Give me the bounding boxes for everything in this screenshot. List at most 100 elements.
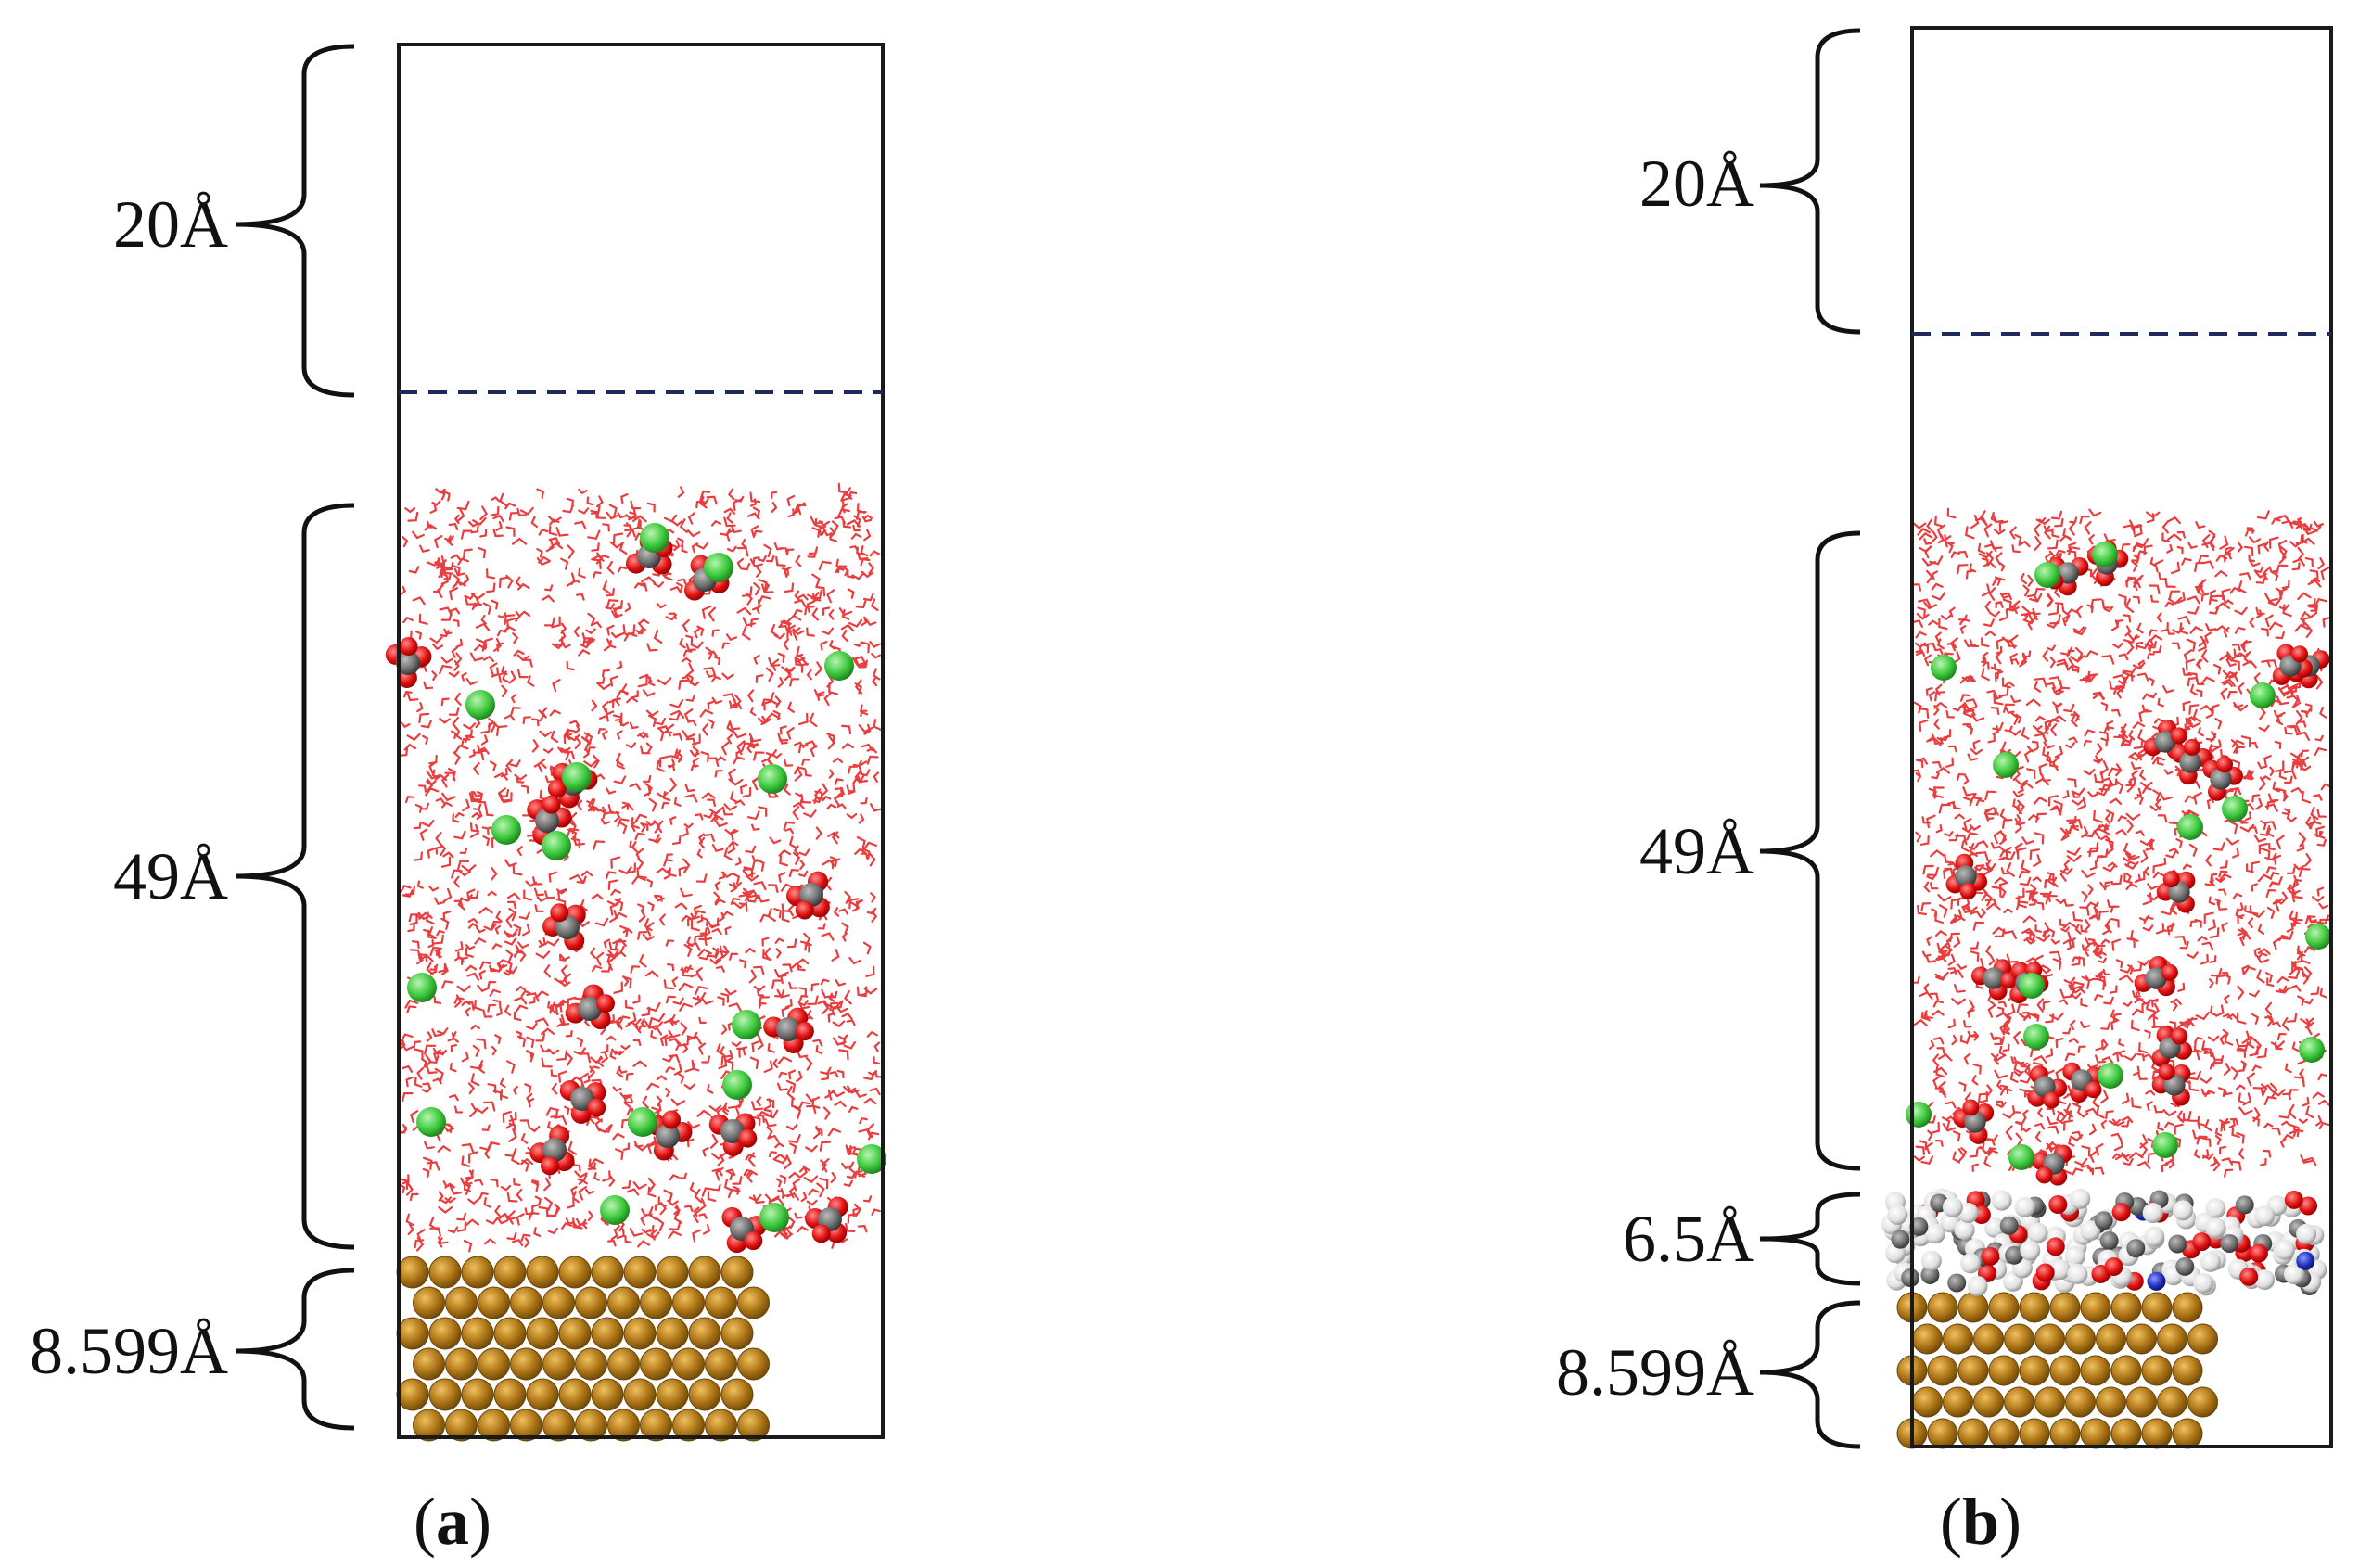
brace-vacuum bbox=[235, 44, 355, 398]
copper-atom bbox=[705, 1286, 737, 1319]
copper-atom bbox=[478, 1409, 510, 1442]
oxygen-atom bbox=[2171, 1027, 2188, 1045]
chloride-ion bbox=[1993, 752, 2019, 778]
hydrogen-atom bbox=[2142, 1203, 2163, 1224]
copper-atom bbox=[672, 1409, 705, 1442]
chloride-ion bbox=[824, 651, 854, 681]
carbon-atom bbox=[535, 809, 559, 833]
copper-atom bbox=[623, 1378, 657, 1411]
oxygen-atom bbox=[2048, 1194, 2068, 1214]
copper-atom bbox=[2080, 1292, 2111, 1323]
copper-atom bbox=[2080, 1355, 2111, 1386]
copper-atom bbox=[1988, 1355, 2020, 1386]
copper-atom bbox=[2096, 1386, 2126, 1418]
copper-atom bbox=[2049, 1292, 2081, 1323]
chloride-ion bbox=[2305, 924, 2331, 950]
label-substrate-thickness: 8.599Å bbox=[30, 1314, 228, 1388]
water-layer bbox=[1910, 507, 2332, 1179]
label-vacuum-thickness: 20Å bbox=[1639, 147, 1754, 221]
hydrogen-atom bbox=[2172, 1200, 2193, 1221]
hydrogen-atom bbox=[2275, 1239, 2296, 1260]
solute-molecules bbox=[1906, 540, 2331, 1186]
copper-atom bbox=[510, 1409, 542, 1442]
carbon-atom bbox=[656, 1124, 680, 1148]
hydrogen-atom bbox=[2205, 1198, 2226, 1219]
carbon-atom bbox=[2168, 1234, 2187, 1254]
hydrogen-atom bbox=[2254, 1269, 2276, 1291]
brace-substrate bbox=[1759, 1300, 1861, 1449]
copper-atom bbox=[737, 1409, 770, 1442]
chloride-ion bbox=[1906, 1102, 1932, 1128]
hydrogen-atom bbox=[2200, 1251, 2221, 1272]
copper-atom bbox=[2065, 1386, 2096, 1418]
copper-atom bbox=[688, 1378, 721, 1411]
oxygen-atom bbox=[738, 1128, 758, 1148]
carbon-atom bbox=[1891, 1230, 1910, 1249]
oxygen-atom bbox=[2183, 738, 2200, 756]
chloride-ion bbox=[2098, 1063, 2123, 1089]
water-molecules bbox=[1910, 507, 2332, 1179]
copper-atom bbox=[478, 1347, 510, 1381]
water-molecules bbox=[398, 482, 885, 1253]
hydrogen-atom bbox=[2014, 1196, 2035, 1217]
nitrogen-atom bbox=[2147, 1271, 2166, 1291]
brace-film bbox=[1759, 1192, 1861, 1286]
hydrogen-atom bbox=[2027, 1222, 2048, 1243]
copper-atom bbox=[2126, 1386, 2157, 1418]
copper-atom bbox=[720, 1256, 754, 1289]
copper-atom bbox=[737, 1347, 770, 1381]
copper-atom bbox=[705, 1409, 737, 1442]
brace-solution bbox=[1759, 530, 1861, 1171]
carbon-atom bbox=[799, 883, 823, 907]
carbon-atom bbox=[2145, 967, 2167, 989]
copper-atom bbox=[1957, 1418, 1989, 1449]
carbon-atom bbox=[1955, 865, 1977, 887]
copper-atom bbox=[575, 1347, 607, 1381]
copper-atom bbox=[478, 1286, 510, 1319]
oxygen-atom bbox=[1959, 883, 1977, 900]
oxygen-atom bbox=[2035, 1166, 2053, 1184]
copper-atom bbox=[1912, 1323, 1943, 1355]
carbon-atom bbox=[2005, 1245, 2024, 1265]
copper-atom bbox=[1957, 1292, 1989, 1323]
copper-atom bbox=[396, 1256, 429, 1289]
copper-atom bbox=[607, 1347, 640, 1381]
copper-atom bbox=[493, 1256, 527, 1289]
copper-atom bbox=[1957, 1355, 1989, 1386]
copper-atom bbox=[2187, 1323, 2218, 1355]
chloride-ion bbox=[758, 764, 787, 794]
hydrogen-atom bbox=[1984, 1217, 2006, 1238]
label-vacuum-thickness: 20Å bbox=[113, 187, 228, 261]
oxygen-atom bbox=[2043, 1091, 2060, 1109]
copper-atom bbox=[428, 1256, 462, 1289]
oxygen-atom bbox=[795, 1022, 814, 1041]
copper-atom bbox=[2172, 1292, 2203, 1323]
chloride-ion bbox=[600, 1195, 630, 1225]
hydrogen-atom bbox=[1954, 1219, 1975, 1241]
copper-atom bbox=[656, 1378, 689, 1411]
copper-atom bbox=[526, 1317, 559, 1350]
hydrogen-atom bbox=[2080, 1220, 2101, 1242]
copper-atom bbox=[413, 1286, 445, 1319]
caption-a: (a) bbox=[414, 1485, 491, 1559]
chloride-ion bbox=[1931, 655, 1957, 681]
copper-atom bbox=[705, 1347, 737, 1381]
copper-atom bbox=[542, 1409, 575, 1442]
copper-atom bbox=[575, 1409, 607, 1442]
copper-atom bbox=[542, 1347, 575, 1381]
oxygen-atom bbox=[547, 779, 567, 798]
chloride-ion bbox=[732, 1010, 761, 1039]
oxygen-atom bbox=[2158, 1064, 2175, 1081]
copper-atom bbox=[2080, 1418, 2111, 1449]
oxygen-atom bbox=[2111, 1203, 2131, 1222]
copper-atom bbox=[1927, 1418, 1958, 1449]
copper-atom bbox=[2110, 1355, 2142, 1386]
copper-atom bbox=[1973, 1323, 2004, 1355]
copper-atom bbox=[413, 1347, 445, 1381]
oxygen-atom bbox=[540, 1156, 559, 1176]
copper-atom bbox=[396, 1317, 429, 1350]
copper-atom bbox=[2034, 1386, 2065, 1418]
copper-atom bbox=[672, 1347, 705, 1381]
copper-atom bbox=[591, 1378, 624, 1411]
oxygen-atom bbox=[596, 994, 616, 1013]
